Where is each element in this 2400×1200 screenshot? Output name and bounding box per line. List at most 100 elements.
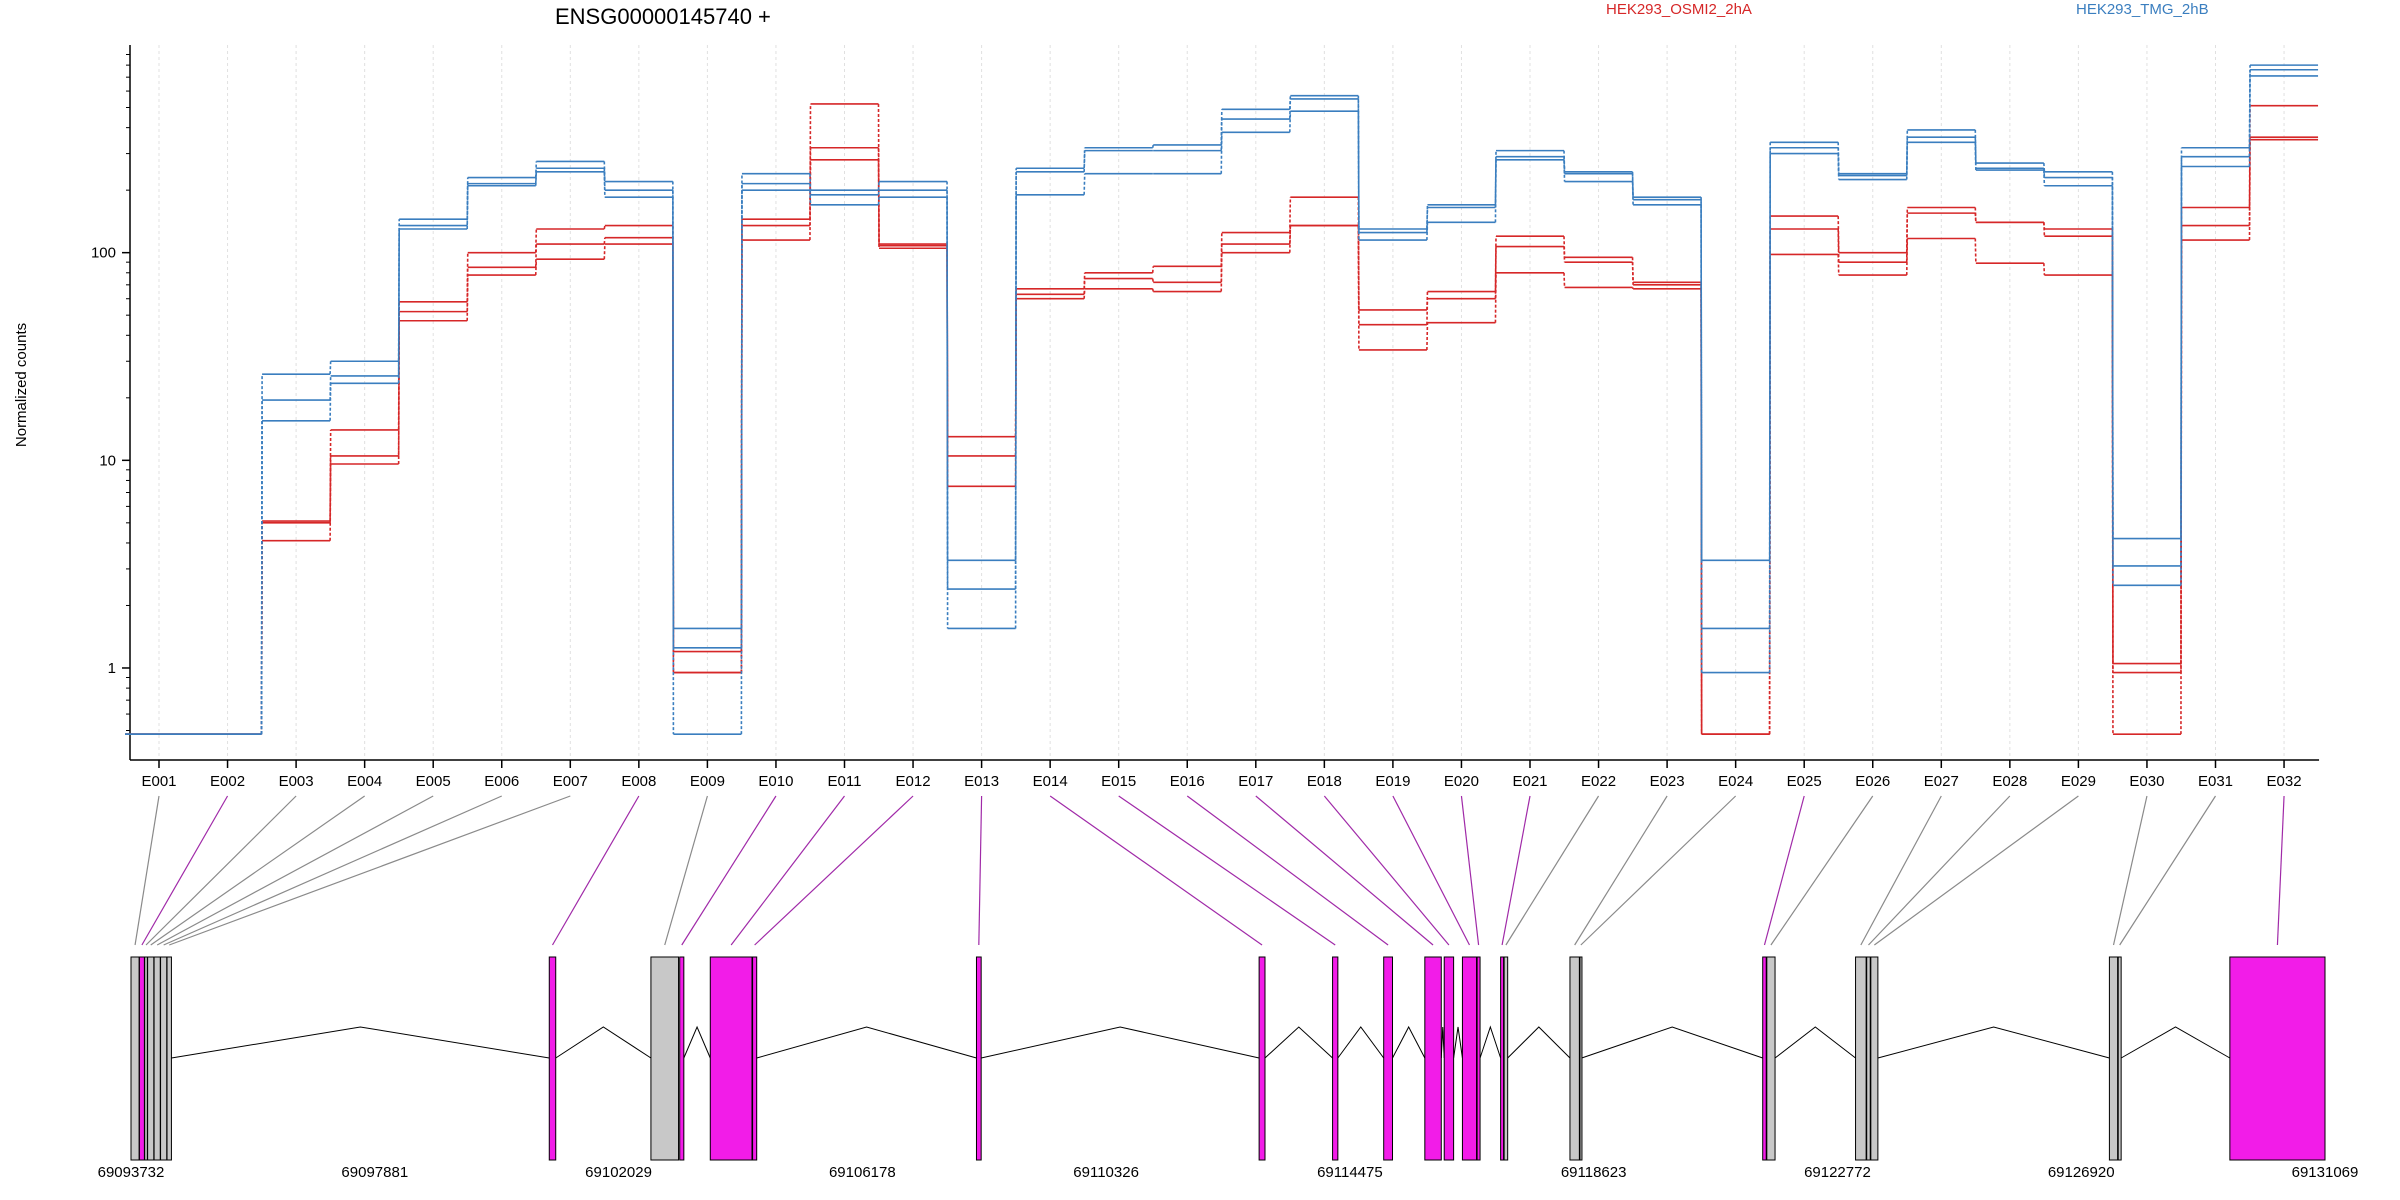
series-connector (2043, 222, 2046, 237)
exon-e014 (1258, 956, 1266, 1161)
exon-e026 (1766, 956, 1776, 1161)
exon-e030 (2108, 956, 2119, 1161)
exon-e031 (2117, 956, 2122, 1161)
series-tmg-6 (125, 75, 2319, 735)
series-connector (1631, 287, 1634, 290)
exon-e022 (1503, 956, 1509, 1161)
series-connector (1563, 156, 1566, 174)
series-connector (1357, 111, 1360, 241)
exon-link-e026 (1770, 795, 1874, 946)
series-connector (1494, 272, 1497, 323)
exon-link-e004 (150, 795, 365, 946)
series-connector (1494, 246, 1497, 299)
series-connector (1083, 288, 1086, 299)
exon-link-e023 (1574, 795, 1668, 946)
series-connector (1631, 181, 1634, 205)
coordinate-label: 69093732 (98, 1164, 165, 1181)
series-tmg-4 (125, 64, 2319, 735)
exon-link-e007 (169, 795, 571, 946)
exon-e023 (1569, 956, 1580, 1161)
x-tick-label-e006: E006 (484, 773, 519, 790)
exon-e027 (1855, 956, 1867, 1161)
x-tick-label-e009: E009 (690, 773, 725, 790)
series-connector (877, 197, 880, 205)
series-connector (1837, 254, 1840, 276)
exon-e003 (144, 956, 148, 1161)
x-tick-label-e016: E016 (1170, 773, 1205, 790)
exon-e017 (1424, 956, 1442, 1161)
exon-link-e017 (1255, 795, 1434, 946)
x-tick-label-e002: E002 (210, 773, 245, 790)
exon-e007 (166, 956, 172, 1161)
y-tick-label: 100 (91, 245, 116, 262)
series-connector (1151, 144, 1155, 148)
x-tick-label-e008: E008 (621, 773, 656, 790)
exon-link-e025 (1763, 795, 1805, 946)
exon-link-e003 (145, 795, 297, 946)
series-connector (466, 252, 469, 302)
coordinate-label: 69106178 (829, 1164, 896, 1181)
series-connector (1426, 222, 1429, 241)
series-connector (1494, 159, 1497, 223)
exon-e018 (1443, 956, 1455, 1161)
intron-line (1479, 1025, 1502, 1059)
x-tick-label-e012: E012 (896, 773, 931, 790)
series-connector (466, 275, 469, 321)
y-axis-label: Normalized counts (13, 323, 30, 447)
coordinate-label: 69118623 (1561, 1164, 1627, 1181)
exon-e016 (1383, 956, 1394, 1161)
x-tick-label-e032: E032 (2267, 773, 2302, 790)
x-tick-label-e029: E029 (2061, 773, 2096, 790)
intron-line (981, 1026, 1260, 1059)
intron-line (2120, 1026, 2231, 1059)
series-connector (1014, 194, 1017, 629)
series-connector (534, 168, 538, 184)
x-tick-label-e022: E022 (1581, 773, 1616, 790)
series-connector (1289, 225, 1292, 245)
series-connector (809, 103, 812, 220)
series-connector (1220, 252, 1223, 292)
x-tick-label-e028: E028 (1992, 773, 2027, 790)
exon-link-e016 (1186, 795, 1389, 946)
x-tick-label-e025: E025 (1787, 773, 1822, 790)
intron-line (1774, 1026, 1856, 1059)
x-tick-label-e017: E017 (1238, 773, 1273, 790)
series-connector (740, 190, 743, 735)
exon-link-e029 (1873, 795, 2079, 946)
series-connector (809, 159, 812, 241)
exon-e006 (160, 956, 168, 1161)
exon-e001 (130, 956, 140, 1161)
exon-e008 (548, 956, 557, 1161)
series-osmi-1 (125, 103, 2319, 735)
y-tick-label: 10 (99, 452, 116, 469)
series-connector (329, 361, 332, 375)
exon-e019 (1461, 956, 1478, 1161)
series-connector (1426, 291, 1429, 310)
coordinate-label: 69131069 (2292, 1164, 2359, 1181)
x-tick-label-e007: E007 (553, 773, 588, 790)
x-tick-label-e001: E001 (141, 773, 176, 790)
intron-line (683, 1025, 711, 1059)
exon-link-e024 (1580, 795, 1737, 946)
x-tick-label-e030: E030 (2129, 773, 2164, 790)
exon-e004 (147, 956, 155, 1161)
intron-line (171, 1026, 550, 1059)
x-tick-label-e020: E020 (1444, 773, 1479, 790)
x-tick-label-e003: E003 (279, 773, 314, 790)
intron-line (1264, 1026, 1333, 1059)
series-connector (603, 171, 606, 198)
intron-line (1392, 1025, 1426, 1059)
series-connector (329, 455, 332, 523)
series-connector (603, 237, 606, 245)
exon-link-e019 (1392, 795, 1471, 946)
series-connector (1563, 272, 1566, 288)
exon-e012 (752, 956, 758, 1161)
series-connector (534, 244, 538, 268)
series-connector (1494, 236, 1497, 292)
intron-line (1877, 1026, 2110, 1059)
exon-link-e018 (1323, 795, 1450, 946)
series-connector (603, 225, 606, 230)
exon-e021 (1500, 956, 1505, 1161)
exon-link-e013 (978, 795, 983, 946)
legend-entry-tmg: HEK293_TMG_2hB (2076, 1, 2209, 18)
